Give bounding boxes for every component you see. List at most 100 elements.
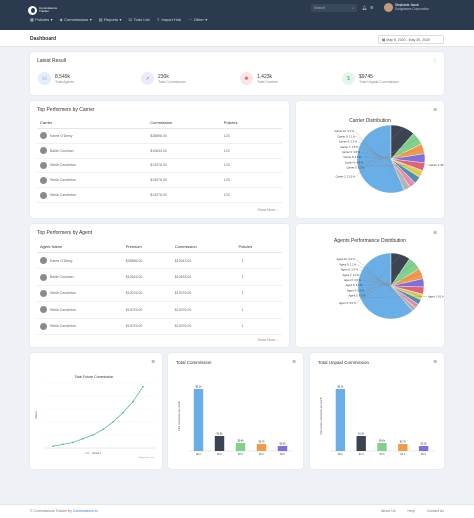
col-header[interactable]: Agent Name: [37, 241, 123, 253]
chevron-down-icon: ▾: [205, 17, 208, 22]
x-tick-label: $0.0: [280, 453, 285, 456]
name-cell[interactable]: Bailie Coulman: [50, 148, 74, 153]
footer-link-contact[interactable]: Contact Us: [426, 509, 444, 513]
pie-label-value: 9.5 %: [349, 301, 356, 305]
bar: [256, 444, 267, 451]
name-cell[interactable]: Stella Canderton: [50, 193, 77, 198]
pie-label-value: 3.8 %: [353, 150, 360, 154]
chart-menu-icon[interactable]: ☰: [151, 359, 155, 364]
pie-label: Carrier 5: 4.3 %: [343, 155, 362, 159]
chart-menu-icon[interactable]: ☰: [292, 359, 296, 364]
nav-item-import-hub[interactable]: ⇪ Import Hub: [157, 17, 182, 22]
settings-icon[interactable]: ⚙: [370, 5, 374, 10]
pie-label-name: Carrier 3: [346, 166, 357, 170]
pie-connector: [359, 146, 422, 175]
footer-brand-link[interactable]: Commissions.io: [72, 509, 98, 513]
chart-menu-icon[interactable]: ☰: [433, 230, 437, 235]
name-cell[interactable]: Karrie O'Dewy: [50, 258, 73, 263]
table-row[interactable]: Karrie O'Dewy $28896.00 $12043.00 1: [37, 252, 282, 270]
footer-link-help[interactable]: Help: [407, 509, 415, 513]
table-row[interactable]: Stella Canderton $13076.00 $13076.00 1: [37, 285, 282, 303]
bar: [235, 443, 246, 451]
series-line: [52, 386, 144, 447]
footer-link-about[interactable]: About Us: [381, 509, 396, 513]
pie-label-value: 61.4 %: [438, 295, 444, 299]
more-vertical-icon[interactable]: ⋮: [433, 58, 437, 63]
pie-connector: [357, 141, 418, 181]
pie-label: Carrier 10: 3.1 %: [334, 129, 354, 133]
name-cell[interactable]: Bailie Coulman: [50, 275, 74, 280]
pie-label-name: Carrier 10: [334, 129, 346, 133]
table-row[interactable]: Stella Canderton $13076.00 $13076.00 1: [37, 301, 282, 319]
commission-cell: $13076.00: [147, 158, 221, 174]
chart-menu-icon[interactable]: ☰: [433, 107, 437, 112]
pie-label: Agent 4: 5.2 %: [347, 288, 365, 292]
kpi-value: 230k: [158, 73, 169, 80]
kpi-label: Total Agents: [55, 79, 75, 84]
col-header[interactable]: Policies: [220, 117, 282, 129]
table-row[interactable]: Stella Canderton $13076.00 123: [37, 158, 282, 174]
col-header[interactable]: Commission: [147, 117, 221, 129]
col-header[interactable]: Carrier: [37, 117, 148, 129]
nav-item-other[interactable]: ⋯ Other ▾: [188, 17, 207, 22]
pie-connector: [360, 274, 423, 298]
pie-connector: [356, 136, 413, 186]
name-cell[interactable]: Karrie O'Dewy: [50, 133, 73, 138]
kpi-label: Total Commission: [158, 79, 186, 84]
x-tick-label: $0.0: [238, 453, 243, 456]
date-range-picker[interactable]: ▦ May 5, 2020 - May 30, 2020: [378, 35, 444, 44]
chart-menu-icon[interactable]: ☰: [433, 359, 437, 364]
col-header[interactable]: Commission: [171, 241, 236, 253]
nav-item-todo-list[interactable]: ☑ Todo List: [129, 17, 150, 22]
chart-title: Agents Performance Distribution: [334, 238, 406, 244]
table-row[interactable]: Stella Canderton $13076.00 123: [37, 172, 282, 189]
pie-label-name: Agent 7: [342, 273, 351, 277]
policies-cell: 123: [220, 158, 282, 174]
pie-label-value: 56.4 %: [441, 163, 444, 167]
pie-label-name: Carrier 8: [339, 140, 350, 144]
premium-cell: $13076.00: [122, 318, 172, 335]
pie-label: Agent 5: 4.1 %: [345, 283, 363, 287]
commission-cell: $12043.00: [171, 252, 236, 270]
table-row[interactable]: Stella Canderton $13076.00 123: [37, 187, 282, 203]
name-cell[interactable]: Stella Canderton: [50, 291, 77, 296]
kpi-value: 8,549k: [55, 73, 71, 80]
avatar: [40, 176, 47, 184]
table-row[interactable]: Bailie Coulman $10633.00 $10633.00 1: [37, 268, 282, 286]
table-row[interactable]: Bailie Coulman $10633.00 123: [37, 143, 282, 159]
policies-cell: 1: [235, 285, 282, 303]
show-more-link[interactable]: Show More...: [257, 208, 278, 212]
pie-label-name: Carrier 2: [336, 175, 347, 179]
policies-cell: 1: [235, 252, 282, 270]
col-header[interactable]: Premium: [122, 241, 172, 253]
bar-value-label: $0.8k: [379, 440, 386, 443]
chart-icon: ▤: [98, 17, 103, 22]
col-header[interactable]: Policies: [235, 241, 282, 253]
name-cell[interactable]: Stella Canderton: [50, 307, 77, 312]
nav-label: Commissions: [64, 17, 89, 22]
nav-item-commissions[interactable]: ◈ Commissions ▾: [60, 17, 92, 22]
nav-item-reports[interactable]: ▤ Reports ▾: [99, 17, 122, 22]
logo-mark-icon: [28, 5, 37, 15]
kpi-item: ↗ 230k Total Commission: [141, 72, 186, 85]
table-row[interactable]: Karrie O'Dewy $28896.00 123: [37, 128, 282, 144]
pie-label-value: 3.1 %: [347, 129, 354, 133]
pie-connector: [358, 269, 420, 303]
kpi-item: ✺ 1,423k Total Carriers: [240, 72, 278, 85]
name-cell[interactable]: Stella Canderton: [50, 178, 77, 183]
pie-connector: [357, 264, 418, 307]
name-cell[interactable]: Stella Canderton: [50, 163, 77, 168]
nav-item-policies[interactable]: ▦ Policies ▾: [30, 17, 53, 22]
pie-label: Carrier 9: 3.1 %: [337, 134, 356, 138]
pie-label-name: Agent 8: [341, 268, 350, 272]
table-row[interactable]: Stella Canderton $13076.00 $13076.00 1: [37, 318, 282, 335]
show-more-link[interactable]: Show More...: [257, 338, 278, 342]
search-input[interactable]: Search ⌕: [311, 4, 357, 12]
pie-connector: [360, 296, 428, 298]
pie-label-name: Carrier 6: [342, 150, 353, 154]
user-menu[interactable]: Stephanie Jacob Sunglasses Corporation: [384, 3, 429, 12]
bell-icon[interactable]: 🔔︎: [362, 5, 368, 10]
avatar: [40, 273, 47, 281]
name-cell[interactable]: Stella Canderton: [50, 324, 77, 329]
app-logo[interactable]: Commissions Tracker: [28, 4, 62, 16]
